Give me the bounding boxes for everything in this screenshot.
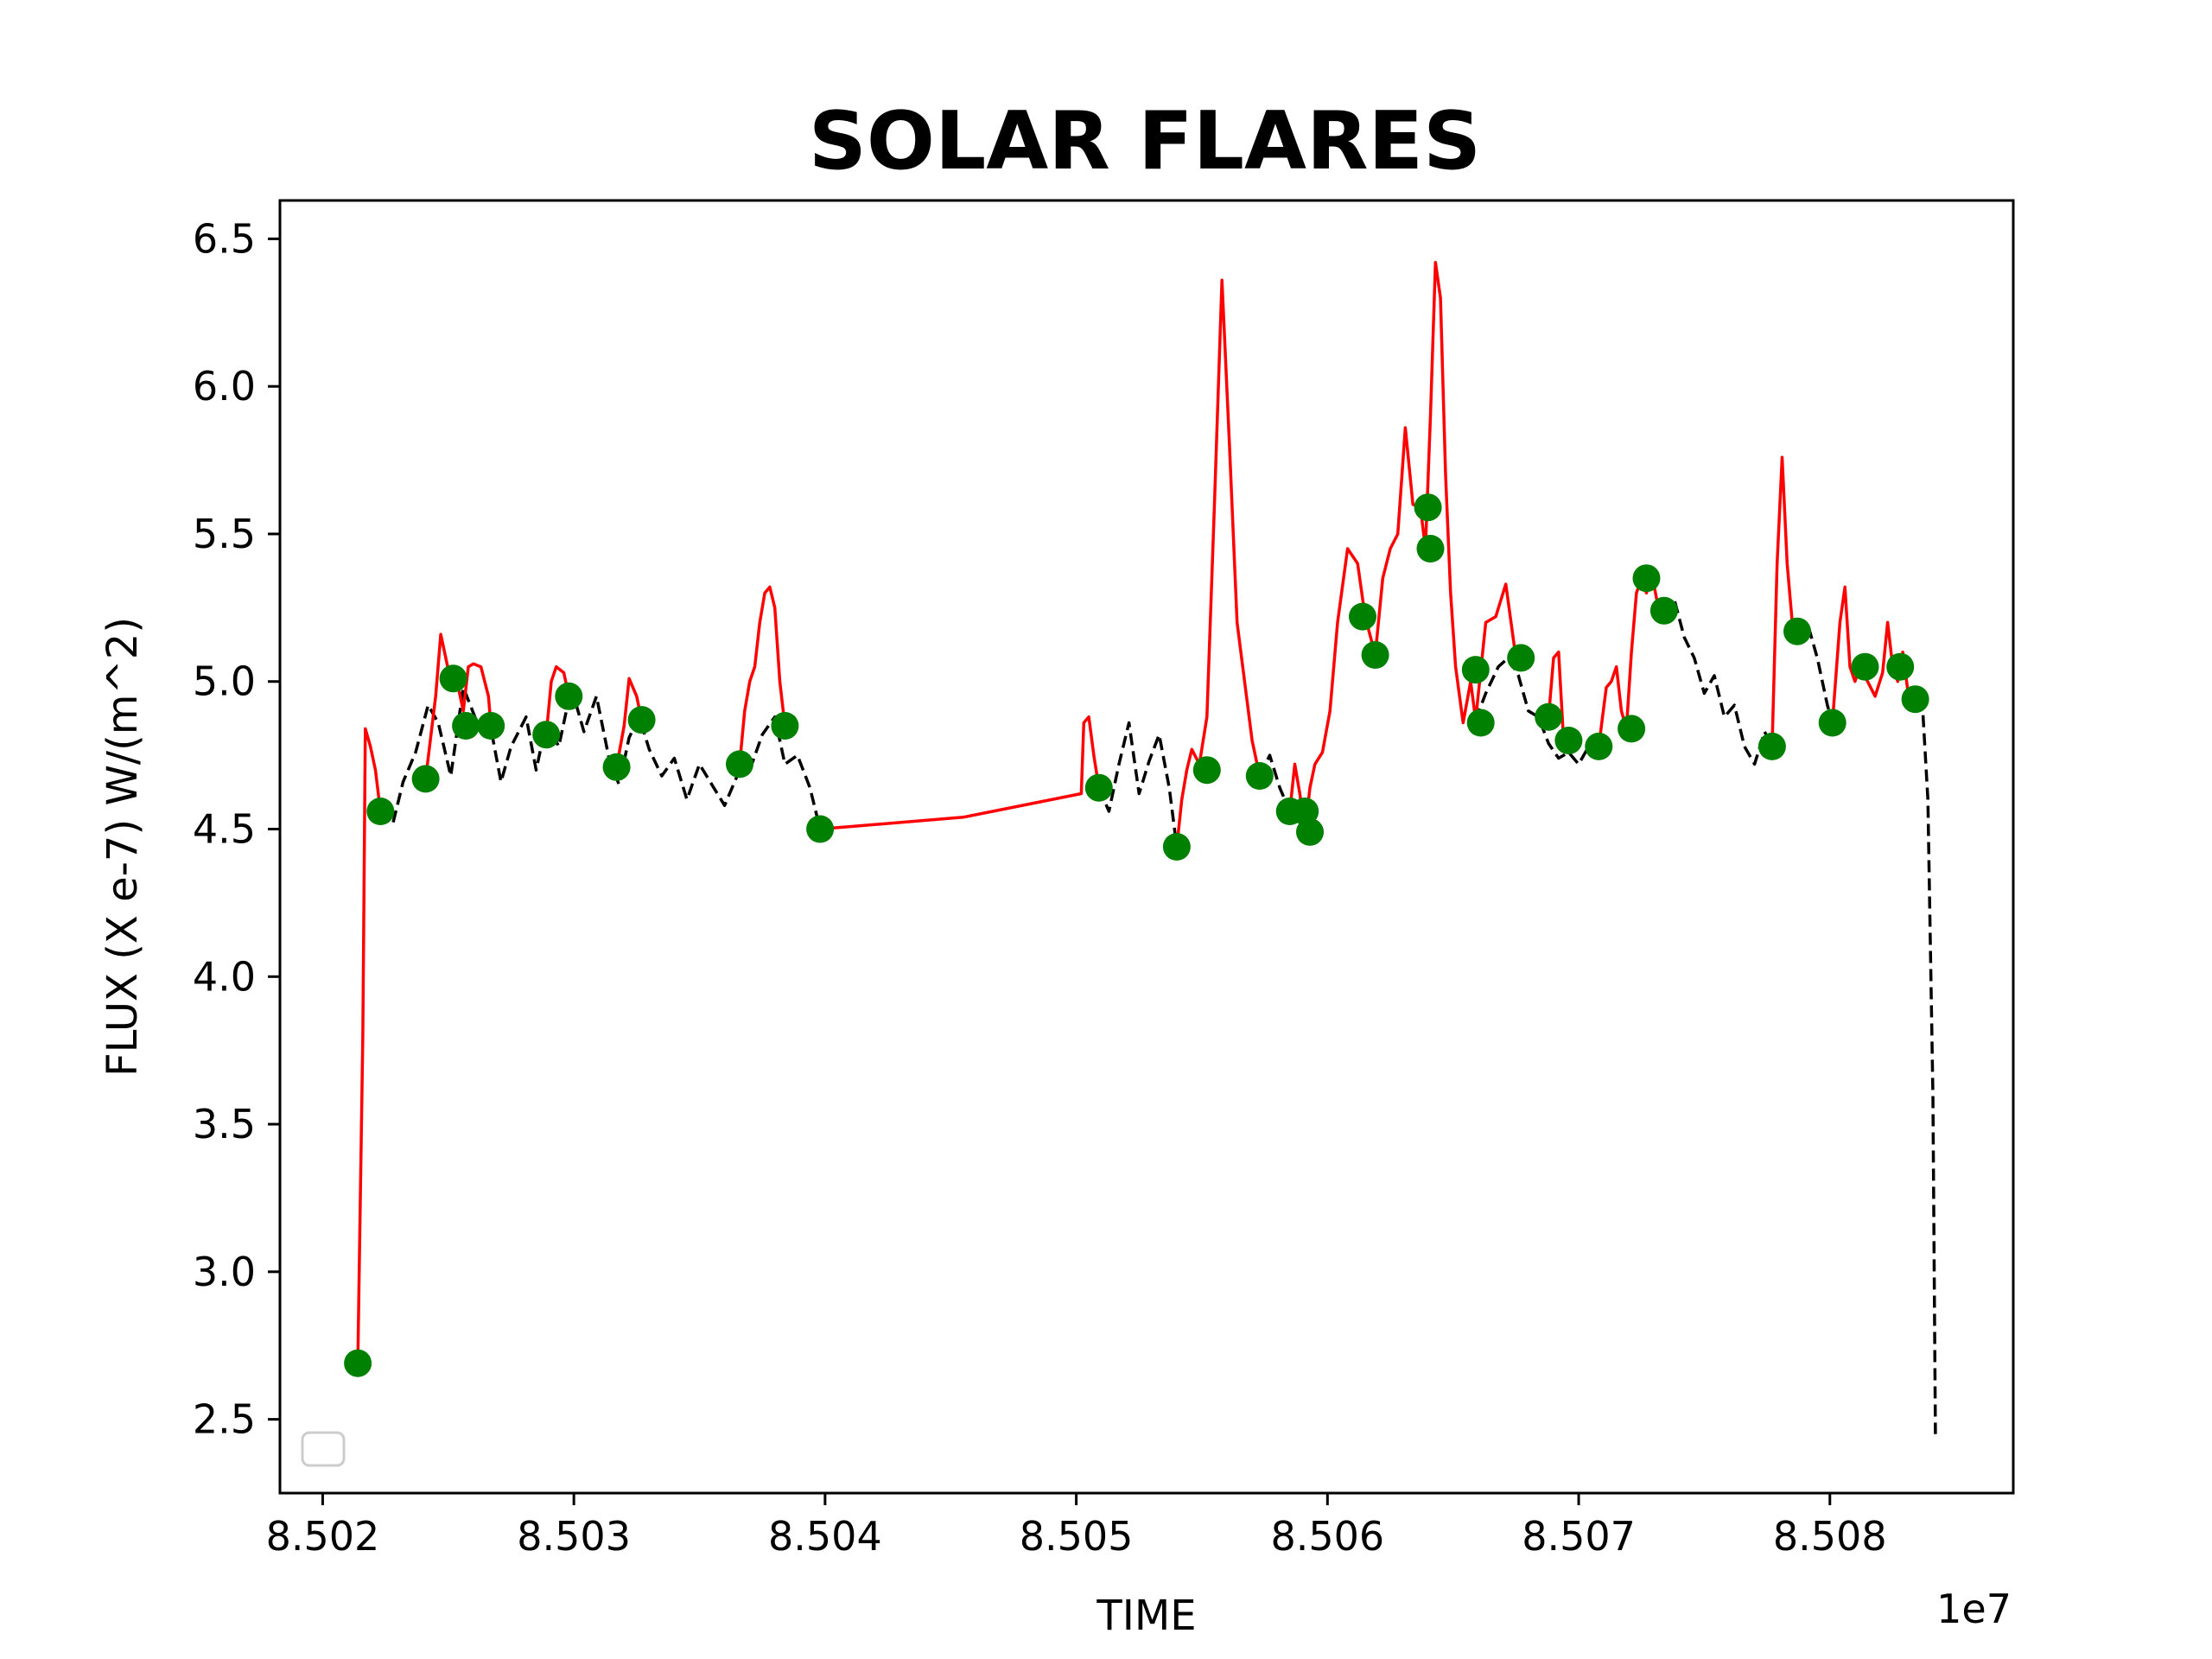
x-tick-label: 8.507 (1522, 1513, 1636, 1560)
y-tick-label: 5.5 (193, 511, 256, 557)
dashed-flux-line-1 (1097, 721, 1179, 848)
flare-point-marker (1291, 798, 1319, 825)
flare-flux-line-7 (356, 727, 383, 1363)
y-tick-label: 6.0 (193, 363, 256, 410)
flare-point-marker (1466, 709, 1495, 737)
flare-point-marker (1361, 641, 1389, 669)
flare-point-marker (1818, 709, 1847, 737)
flare-flux-line-13 (1175, 278, 1262, 848)
flare-point-marker (627, 706, 656, 734)
flare-point-marker (1416, 535, 1445, 563)
flare-point-marker (1535, 702, 1563, 731)
y-tick-label: 3.0 (193, 1249, 256, 1295)
flare-point-marker (532, 721, 561, 749)
x-tick-label: 8.506 (1270, 1513, 1384, 1560)
flare-point-marker (366, 798, 395, 825)
series-layer (356, 260, 1937, 1434)
flare-point-marker (806, 815, 835, 843)
x-offset-label: 1e7 (1936, 1586, 2012, 1632)
flare-point-marker (1192, 756, 1221, 785)
flare-point-marker (1618, 715, 1646, 743)
flare-flux-line-15 (1474, 582, 1518, 721)
dashed-flux-line-3 (1474, 656, 1591, 766)
plot-frame (278, 199, 2015, 1495)
flare-point-marker (1245, 762, 1274, 790)
flare-point-marker (1758, 732, 1786, 760)
x-tick-label: 8.502 (266, 1513, 380, 1560)
flare-point-marker (1084, 773, 1113, 802)
x-tick-label: 8.504 (768, 1513, 882, 1560)
x-tick-label: 8.503 (517, 1513, 631, 1560)
flare-flux-line-8 (423, 632, 493, 779)
flare-point-marker (1649, 596, 1678, 625)
flare-point-marker (1461, 656, 1490, 684)
flare-point-marker (1349, 602, 1376, 631)
flare-point-marker (1632, 564, 1661, 593)
flare-flux-line-11 (738, 585, 787, 765)
flare-point-marker (726, 750, 753, 779)
x-tick-label: 8.505 (1020, 1513, 1134, 1560)
flare-point-marker (771, 712, 799, 740)
flare-point-marker (1414, 493, 1442, 522)
x-axis: 8.502 8.503 8.504 8.505 8.506 8.507 8.508 (266, 1493, 1887, 1560)
flare-flux-line-10 (614, 677, 644, 768)
x-tick-label: 8.508 (1773, 1513, 1887, 1560)
flare-point-marker (1783, 617, 1811, 645)
y-tick-label: 6.5 (193, 215, 256, 262)
legend-box (301, 1431, 346, 1467)
chart-title: SOLAR FLARES (809, 94, 1481, 188)
flare-flux-line-16 (1547, 650, 1566, 741)
x-axis-label: TIME (1096, 1592, 1196, 1640)
flare-point-marker (1901, 685, 1929, 714)
y-tick-label: 5.0 (193, 658, 256, 705)
flare-point-marker (1162, 833, 1191, 861)
flare-point-marker (1554, 727, 1583, 754)
flare-point-marker (555, 682, 583, 710)
flare-point-marker (439, 664, 467, 693)
dashed-flux-line-4 (1662, 597, 1774, 766)
flare-point-marker (452, 712, 480, 740)
flare-point-marker (1585, 732, 1613, 760)
flare-flux-line-9 (544, 664, 571, 735)
flare-point-marker (411, 765, 440, 793)
flare-point-marker (1296, 817, 1324, 846)
y-axis-label: FLUX (X e-7) W/(m^2) (99, 617, 147, 1077)
flare-point-marker (1507, 644, 1535, 672)
dashed-flux-line-0 (379, 685, 822, 830)
flare-point-marker (1886, 652, 1915, 681)
y-tick-label: 2.5 (193, 1396, 256, 1443)
flare-flux-line-14 (1287, 260, 1478, 834)
marker-layer (344, 493, 1929, 1377)
y-tick-label: 4.0 (193, 953, 256, 1000)
flare-point-marker (1851, 652, 1879, 681)
flare-flux-line-12 (819, 715, 1101, 831)
y-tick-label: 4.5 (193, 806, 256, 853)
flare-point-marker (344, 1349, 372, 1377)
flare-point-marker (477, 712, 505, 740)
flare-point-marker (602, 753, 631, 781)
y-axis: 2.5 3.0 3.5 4.0 4.5 5.0 5.5 6.0 6.5 (193, 215, 280, 1443)
y-tick-label: 3.5 (193, 1101, 256, 1147)
